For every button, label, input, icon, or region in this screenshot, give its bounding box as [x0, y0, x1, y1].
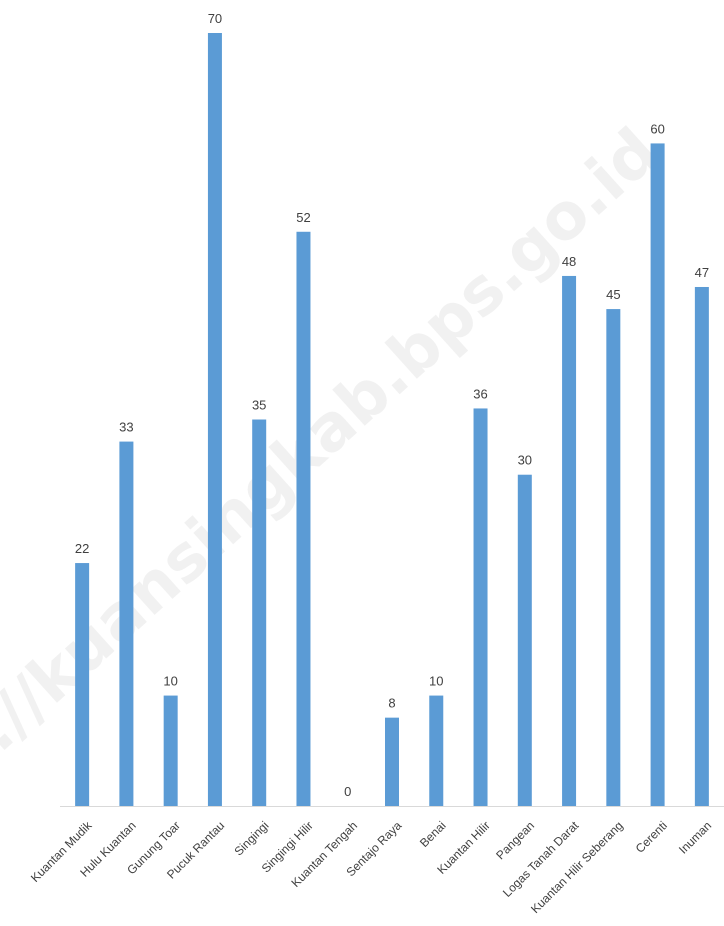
data-label: 30 — [518, 453, 532, 468]
data-label: 10 — [429, 674, 443, 689]
data-label: 60 — [650, 121, 664, 136]
bar-singingi — [252, 419, 267, 806]
bar-singingi-hilir — [296, 231, 311, 806]
bar-cerenti — [650, 143, 665, 806]
data-label: 47 — [695, 265, 709, 280]
data-label: 33 — [119, 420, 133, 435]
data-label: 70 — [208, 11, 222, 26]
bar-pucuk-rantau — [207, 33, 222, 806]
category-label: Benai — [417, 818, 449, 850]
category-label: Inuman — [676, 818, 714, 856]
category-label: Kuantan Hilir Seberang — [528, 818, 626, 916]
data-label: 35 — [252, 398, 266, 413]
bar-sentajo-raya — [385, 717, 399, 806]
data-label: 45 — [606, 287, 620, 302]
bar-inuman — [694, 286, 709, 806]
bar-logas-tanah-darat — [562, 275, 577, 806]
category-label: Pangean — [493, 818, 537, 862]
bar-pangean — [517, 474, 532, 806]
bar-kuantan-hilir-seberang — [606, 309, 621, 806]
bar-benai — [429, 695, 444, 806]
data-label: 36 — [473, 386, 487, 401]
data-label: 52 — [296, 210, 310, 225]
category-label: Logas Tanah Darat — [500, 818, 582, 900]
bar-gunung-toar — [163, 695, 178, 806]
data-label: 0 — [344, 784, 351, 799]
bar-kuantan-hilir — [473, 408, 488, 806]
data-label: 48 — [562, 254, 576, 269]
data-label: 8 — [388, 696, 395, 711]
category-label: Singingi — [231, 818, 271, 858]
bar-hulu-kuantan — [119, 441, 134, 806]
category-label: Cerenti — [633, 818, 670, 855]
data-label: 22 — [75, 541, 89, 556]
bar-kuantan-mudik — [75, 563, 90, 806]
data-label: 10 — [163, 674, 177, 689]
